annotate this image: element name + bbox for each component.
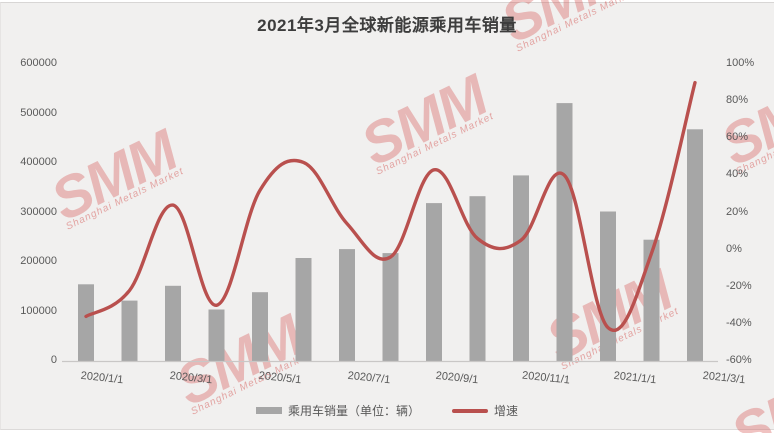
bar bbox=[252, 292, 268, 361]
legend-item-sales: 乘用车销量（单位：辆） bbox=[255, 402, 420, 419]
legend-growth-label: 增速 bbox=[494, 404, 519, 418]
y-left-tick-label: 100000 bbox=[20, 304, 57, 317]
y-left-tick-label: 400000 bbox=[20, 156, 57, 168]
chart-title: 2021年3月全球新能源乘用车销量 bbox=[257, 16, 517, 35]
bar bbox=[600, 211, 616, 361]
bar bbox=[469, 196, 486, 361]
y-left-tick-label: 500000 bbox=[20, 106, 57, 119]
line-swatch-icon bbox=[452, 408, 488, 413]
bar bbox=[382, 253, 399, 361]
bar bbox=[121, 300, 138, 361]
y-right-tick-label: -40% bbox=[726, 316, 752, 329]
bar bbox=[208, 309, 225, 361]
y-right-tick-label: -60% bbox=[726, 354, 752, 366]
bar bbox=[78, 284, 94, 361]
y-right-tick-label: 40% bbox=[726, 168, 749, 181]
legend-item-growth: 增速 bbox=[452, 402, 518, 419]
y-left-tick-label: 200000 bbox=[20, 255, 57, 267]
bar bbox=[513, 175, 529, 361]
y-right-tick-label: 60% bbox=[726, 131, 749, 144]
bar bbox=[643, 239, 660, 361]
bar bbox=[556, 103, 573, 361]
bar bbox=[687, 129, 703, 361]
bar bbox=[165, 285, 181, 361]
bar-swatch-icon bbox=[255, 407, 282, 414]
bar bbox=[295, 258, 312, 361]
y-right-tick-label: 100% bbox=[726, 57, 755, 69]
y-left-tick-label: 600000 bbox=[20, 57, 57, 69]
bar bbox=[426, 203, 442, 361]
legend-sales-label: 乘用车销量（单位：辆） bbox=[287, 404, 420, 418]
y-left-tick-label: 0 bbox=[50, 354, 57, 366]
y-left-tick-label: 300000 bbox=[20, 205, 57, 218]
y-right-tick-label: 0% bbox=[726, 242, 742, 255]
growth-line bbox=[84, 80, 697, 332]
y-right-tick-label: 80% bbox=[726, 94, 749, 107]
y-right-tick-label: -20% bbox=[726, 279, 752, 292]
legend: 乘用车销量（单位：辆） 增速 bbox=[0, 402, 774, 419]
y-right-tick-label: 20% bbox=[726, 205, 749, 218]
bar bbox=[339, 249, 355, 361]
